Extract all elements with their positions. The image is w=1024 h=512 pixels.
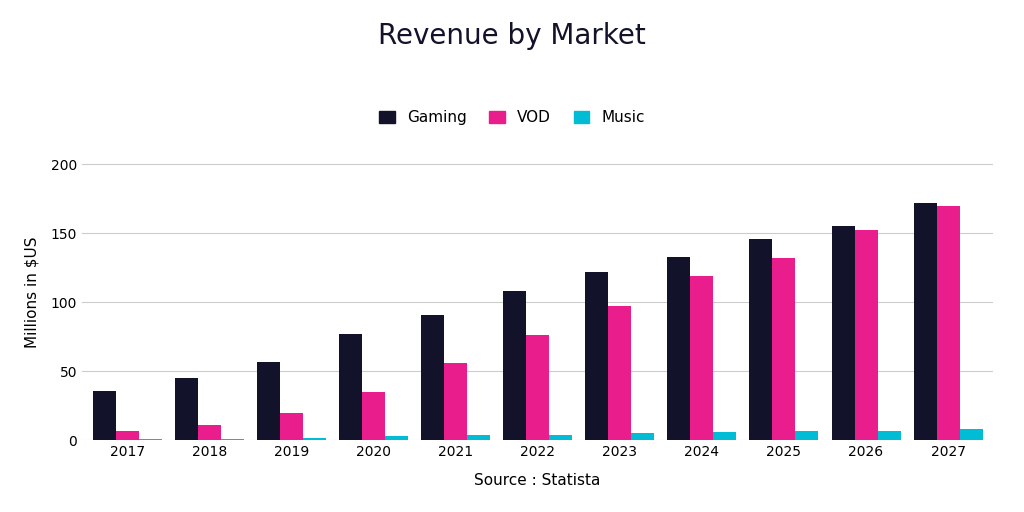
Bar: [937, 205, 959, 440]
Bar: [198, 425, 221, 440]
Bar: [608, 306, 631, 440]
Bar: [586, 272, 608, 440]
Bar: [959, 429, 983, 440]
Bar: [772, 258, 796, 440]
Bar: [796, 431, 818, 440]
Bar: [221, 439, 244, 440]
X-axis label: Source : Statista: Source : Statista: [474, 473, 601, 488]
Bar: [690, 276, 714, 440]
Bar: [280, 413, 303, 440]
Bar: [385, 436, 408, 440]
Bar: [92, 391, 116, 440]
Bar: [421, 315, 444, 440]
Bar: [303, 438, 326, 440]
Bar: [831, 226, 854, 440]
Bar: [257, 361, 280, 440]
Bar: [854, 230, 878, 440]
Bar: [175, 378, 198, 440]
Text: Revenue by Market: Revenue by Market: [378, 22, 646, 50]
Legend: Gaming, VOD, Music: Gaming, VOD, Music: [379, 110, 645, 125]
Bar: [116, 431, 138, 440]
Bar: [503, 291, 526, 440]
Bar: [444, 363, 467, 440]
Y-axis label: Millions in $US: Millions in $US: [25, 236, 40, 348]
Bar: [526, 335, 549, 440]
Bar: [750, 239, 772, 440]
Bar: [361, 392, 385, 440]
Bar: [668, 257, 690, 440]
Bar: [138, 439, 162, 440]
Bar: [714, 432, 736, 440]
Bar: [549, 435, 572, 440]
Bar: [913, 203, 937, 440]
Bar: [878, 431, 900, 440]
Bar: [339, 334, 361, 440]
Bar: [467, 435, 489, 440]
Bar: [631, 434, 654, 440]
